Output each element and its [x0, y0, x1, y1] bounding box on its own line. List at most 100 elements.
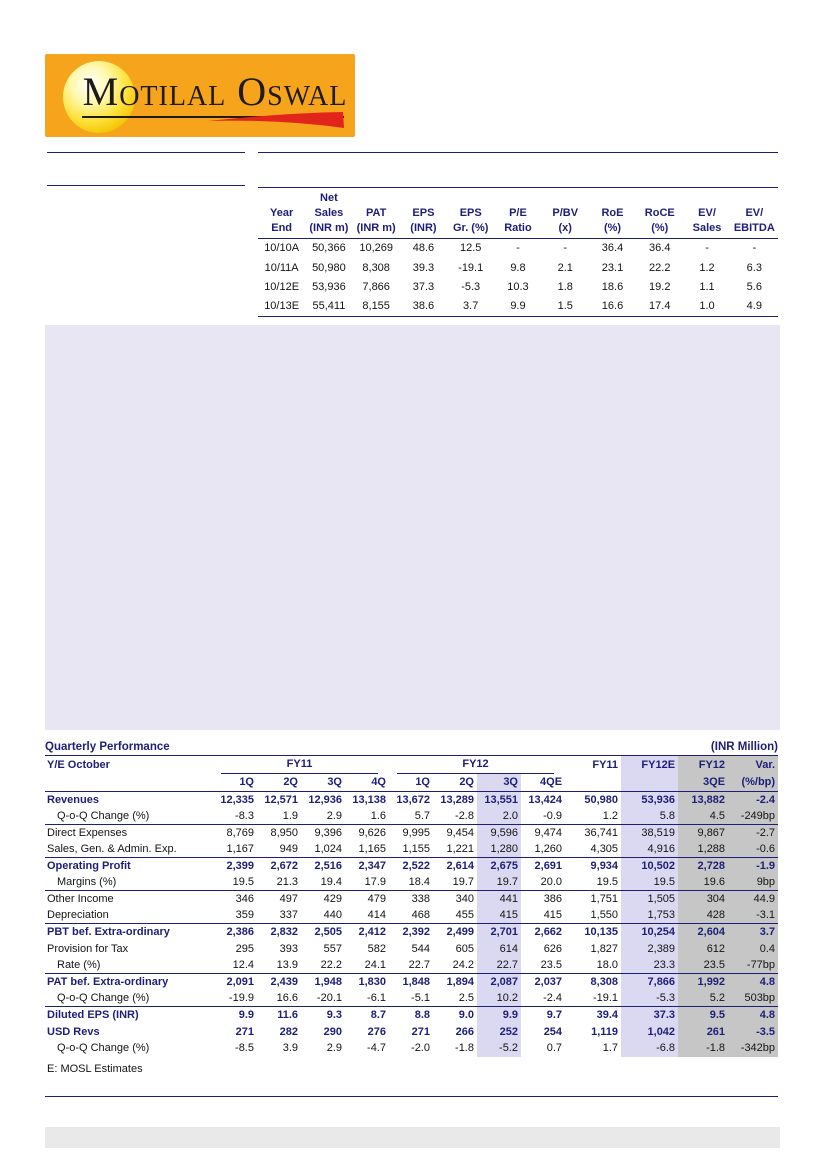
- value-cell: 304: [678, 890, 729, 908]
- value-cell: 1,165: [345, 840, 389, 858]
- value-cell: 1,280: [477, 840, 521, 858]
- quarterly-row: Other Income 346 497 429 479 338 340 441 386 1,75…: [45, 890, 779, 908]
- ye-october-label: Y/E October: [47, 759, 110, 771]
- value-cell: 2,505: [314, 926, 342, 939]
- row-label: Operating Profit: [47, 859, 131, 872]
- quarter-header-cell: 2Q: [433, 774, 477, 792]
- value-cell: 5.7: [389, 807, 433, 825]
- summary-cell: 10/13E: [264, 300, 300, 313]
- value-cell: 440: [301, 907, 345, 925]
- quarterly-performance-section: Quarterly Performance (INR Million) Y/E …: [45, 741, 779, 1057]
- quarterly-row: PBT bef. Extra-ordinary 2,386 2,832 2,505 2,…: [45, 923, 779, 941]
- logo-brand-text: Motilal Oswal: [82, 69, 348, 114]
- quarterly-subheader-row: 1Q 2Q 3Q 4Q 1Q 2Q 3Q 4QE 3QE (%/bp): [45, 774, 779, 792]
- value-cell: 1,042: [621, 1023, 679, 1040]
- row-label: Depreciation: [45, 907, 213, 925]
- quarterly-titlebar: Quarterly Performance (INR Million): [45, 741, 778, 756]
- value-cell: 2,516: [314, 859, 342, 872]
- value-cell: 441: [477, 890, 521, 908]
- value-cell: 428: [678, 907, 729, 925]
- value-cell: 544: [411, 942, 430, 955]
- value-cell: 1.9: [257, 807, 301, 825]
- value-cell: 19.5: [621, 873, 679, 892]
- value-cell: 39.4: [596, 1009, 619, 1022]
- quarterly-row: Margins (%) 19.5 21.3 19.4 17.9 18.4 19.7 19.7 2…: [45, 873, 779, 892]
- value-cell: 1,024: [301, 840, 345, 858]
- summary-header-cell: Year End: [258, 187, 306, 239]
- value-cell: 2,728: [678, 857, 729, 874]
- value-cell: 19.5: [213, 873, 257, 892]
- value-cell: 1,751: [590, 893, 619, 906]
- value-cell: 1,992: [678, 973, 729, 991]
- value-cell: 0.7: [546, 1042, 563, 1055]
- value-cell: 12,936: [308, 793, 342, 806]
- header-rule-right-top: [258, 152, 778, 153]
- logo-underline: [82, 116, 344, 118]
- value-cell: 0.4: [728, 940, 779, 957]
- value-cell: 1,753: [621, 907, 679, 925]
- summary-cell: -: [563, 242, 568, 255]
- value-cell: 1.2: [565, 807, 622, 825]
- value-cell: 2.9: [301, 807, 345, 825]
- quarter-header-cell: 1Q: [389, 774, 433, 792]
- value-cell: -77bp: [728, 956, 779, 975]
- value-cell: 429: [323, 893, 342, 906]
- value-cell: 13,551: [477, 791, 521, 808]
- value-cell: 9,934: [590, 859, 619, 872]
- summary-cell: 38.6: [412, 300, 435, 313]
- value-cell: 2,604: [678, 923, 729, 941]
- summary-cell: 5.6: [746, 280, 762, 293]
- subheader-spacer: [45, 774, 213, 792]
- summary-cell: 1.5: [557, 300, 573, 313]
- summary-row: 10/13E 55,411 8,155 38.6 3.7 9.9 1.5 16.6 17.4 1.…: [258, 297, 778, 316]
- annual-header-fy12: FY12: [678, 756, 729, 774]
- value-cell: -5.2: [477, 1039, 521, 1057]
- value-cell: -8.3: [213, 807, 257, 825]
- summary-row: 10/10A 50,366 10,269 48.6 12.5 - - 36.4 36.4 - -: [258, 239, 778, 258]
- value-cell: 8.8: [414, 1009, 430, 1022]
- value-cell: 2,499: [446, 926, 474, 939]
- value-cell: 266: [455, 1025, 474, 1038]
- value-cell: -19.9: [213, 990, 257, 1008]
- value-cell: 13,289: [440, 793, 474, 806]
- row-label: Diluted EPS (INR): [47, 1009, 139, 1022]
- value-cell: 337: [257, 907, 301, 925]
- value-cell: 386: [543, 893, 563, 906]
- value-cell: 5.2: [678, 990, 729, 1008]
- summary-cell: -: [752, 242, 757, 255]
- quarter-header-cell: 4Q: [345, 774, 389, 792]
- value-cell: 9.5: [678, 1006, 729, 1024]
- row-label: Rate (%): [45, 956, 213, 975]
- value-cell: 338: [411, 893, 430, 906]
- value-cell: -19.1: [565, 990, 622, 1008]
- value-cell: 22.7: [389, 956, 433, 975]
- summary-header-cell: PAT (INR m): [352, 187, 400, 239]
- header-rule-left-bottom: [47, 185, 245, 186]
- value-cell: 1,505: [621, 890, 679, 908]
- value-cell: -3.1: [728, 907, 779, 925]
- quarter-header-cell: 3Q: [477, 774, 521, 792]
- value-cell: 10.2: [477, 990, 521, 1008]
- value-cell: 36,741: [584, 826, 619, 839]
- value-cell: 16.6: [257, 990, 301, 1008]
- header-rule-left-top: [47, 152, 245, 153]
- quarter-header-cell: 3Q: [301, 774, 345, 792]
- value-cell: 1.7: [602, 1042, 619, 1055]
- row-label: Q-o-Q Change (%): [45, 807, 213, 825]
- value-cell: -0.9: [521, 807, 566, 825]
- value-cell: 479: [367, 893, 386, 906]
- summary-cell: 53,936: [312, 280, 346, 293]
- value-cell: -2.8: [433, 807, 477, 825]
- summary-cell: 17.4: [649, 300, 671, 313]
- row-label: Q-o-Q Change (%): [45, 990, 213, 1008]
- value-cell: 2,832: [270, 926, 298, 939]
- summary-cell: 10,269: [359, 242, 393, 255]
- motilal-oswal-logo: Motilal Oswal: [45, 54, 355, 137]
- value-cell: 19.5: [565, 873, 622, 892]
- value-cell: 626: [543, 942, 563, 955]
- summary-cell: 9.9: [510, 300, 526, 313]
- value-cell: 1,830: [358, 976, 386, 989]
- value-cell: -5.3: [621, 990, 679, 1008]
- value-cell: -249bp: [728, 807, 779, 825]
- value-cell: 252: [477, 1023, 521, 1040]
